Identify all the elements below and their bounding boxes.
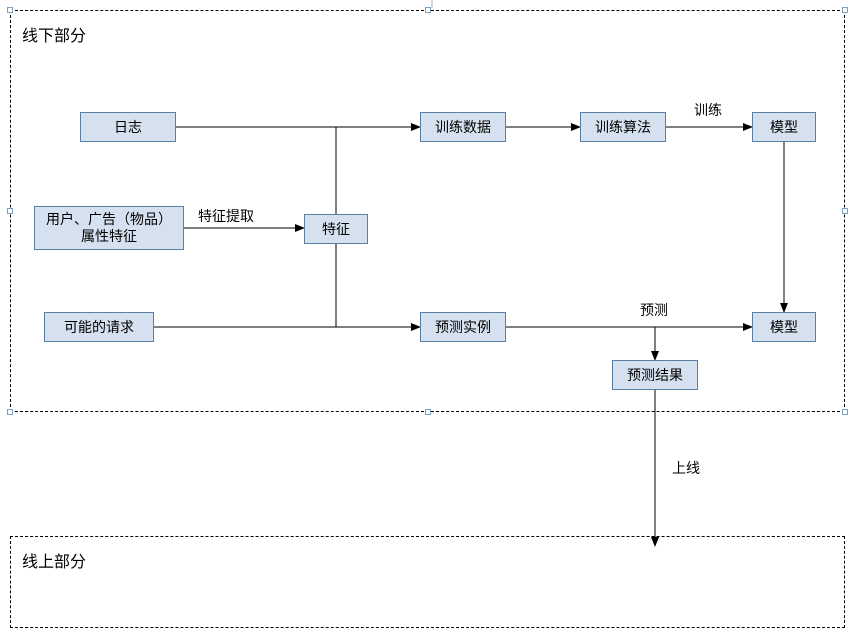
selection-handle[interactable]: [7, 7, 13, 13]
edge-label: 预测: [640, 300, 668, 320]
node-predict-instance-label: 预测实例: [435, 319, 491, 336]
node-model-top-label: 模型: [770, 119, 798, 136]
selection-handle[interactable]: [7, 208, 13, 214]
selection-handle[interactable]: [842, 7, 848, 13]
selection-handle[interactable]: [425, 7, 431, 13]
edge-label: 特征提取: [198, 206, 254, 226]
node-log-label: 日志: [114, 119, 142, 136]
node-feature: 特征: [304, 214, 368, 244]
node-log: 日志: [80, 112, 176, 142]
node-possible-request-label: 可能的请求: [64, 319, 134, 336]
node-train-data-label: 训练数据: [435, 119, 491, 136]
selection-handle[interactable]: [842, 208, 848, 214]
node-model-top: 模型: [752, 112, 816, 142]
node-user-ad-label: 用户、广告（物品） 属性特征: [46, 211, 172, 245]
node-train-algo-label: 训练算法: [595, 119, 651, 136]
selection-handle[interactable]: [842, 409, 848, 415]
node-user-ad-attrs: 用户、广告（物品） 属性特征: [34, 206, 184, 250]
node-possible-request: 可能的请求: [44, 312, 154, 342]
node-predict-instance: 预测实例: [420, 312, 506, 342]
edge-label: 上线: [672, 458, 700, 478]
offline-region-label: 线下部分: [22, 22, 86, 46]
node-model-bottom: 模型: [752, 312, 816, 342]
selection-handle[interactable]: [7, 409, 13, 415]
node-predict-result: 预测结果: [612, 360, 698, 390]
node-model-bottom-label: 模型: [770, 319, 798, 336]
node-train-data: 训练数据: [420, 112, 506, 142]
online-region: [10, 536, 845, 628]
node-train-algo: 训练算法: [580, 112, 666, 142]
online-region-label: 线上部分: [22, 548, 86, 572]
edge-label: 训练: [694, 100, 722, 120]
diagram-canvas: 线下部分 线上部分 日志 用户、广告（物品） 属性特征 特征 训练数据 训练算法…: [0, 0, 855, 639]
node-feature-label: 特征: [322, 221, 350, 238]
selection-handle[interactable]: [425, 409, 431, 415]
node-predict-result-label: 预测结果: [627, 367, 683, 384]
